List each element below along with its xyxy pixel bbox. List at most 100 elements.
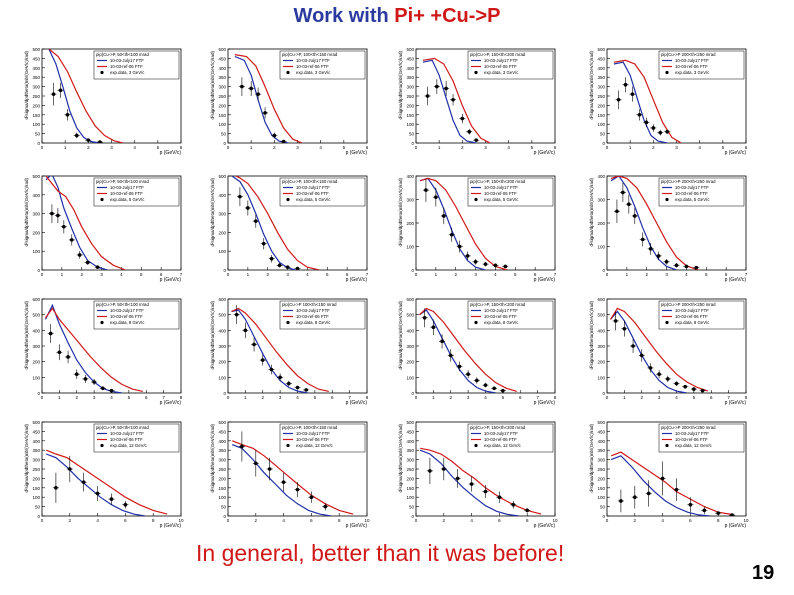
y-tick-label: 150 [218, 486, 226, 491]
data-point [497, 495, 502, 499]
data-point [455, 476, 460, 481]
x-tick-label: 10 [364, 518, 370, 523]
data-point [323, 504, 328, 509]
data-point [619, 499, 623, 503]
chart-panel-8: 0 100 200 300 400 0 1 2 3 4 5 6 7p (GeV/c) d²sigma/dp… [589, 174, 748, 283]
x-tick-label: 6 [725, 272, 728, 277]
y-tick-label: 50 [35, 505, 41, 510]
data-point [281, 139, 286, 143]
data-point [263, 111, 267, 115]
legend-header: pip(Cu->P, 100<th<150 mrad [282, 52, 338, 57]
data-point [234, 312, 239, 317]
data-point [295, 487, 300, 492]
legend-entry: 10-03-ref-06 FTF [675, 64, 708, 69]
data-point [74, 372, 79, 376]
y-tick-label: 400 [218, 66, 226, 71]
legend-entry: 10-03-ref-06 FTF [296, 64, 329, 69]
y-tick-label: 250 [218, 467, 226, 472]
y-tick-label: 0 [37, 391, 40, 396]
legend-entry: exp.data, 12 GeV/c [110, 443, 148, 448]
x-tick-label: 2 [273, 145, 276, 150]
y-tick-label: 400 [597, 328, 605, 333]
x-tick-label: 6 [710, 395, 713, 400]
x-tick-label: 6 [745, 145, 748, 150]
x-axis-label: p (GeV/c) [160, 523, 182, 529]
y-tick-label: 200 [406, 221, 414, 226]
data-point [81, 480, 86, 484]
x-tick-label: 3 [296, 145, 299, 150]
y-tick-label: 300 [218, 212, 226, 217]
y-tick-label: 350 [32, 75, 40, 80]
x-tick-label: 8 [338, 518, 341, 523]
x-tick-label: 2 [634, 518, 637, 523]
data-point [648, 247, 653, 251]
data-point [238, 194, 242, 199]
data-point [664, 259, 669, 264]
data-point [269, 256, 274, 261]
x-tick-label: 5 [514, 272, 517, 277]
series-july17-line [231, 309, 309, 393]
series-july17-line [419, 309, 497, 393]
y-tick-label: 300 [406, 198, 414, 203]
legend-box [93, 300, 180, 330]
plot-area [231, 176, 320, 270]
data-point [252, 342, 256, 347]
x-tick-label: 1 [435, 272, 438, 277]
legend-box [658, 300, 745, 330]
series-ref06-line [420, 447, 542, 515]
y-axis-label: d²sigma/dpdtheta(mb/(GeV/c)/rad) [210, 178, 215, 247]
legend-header: pip(Cu->P, 50<th<100 mrad [96, 52, 149, 57]
data-point [644, 120, 649, 125]
data-point [69, 238, 74, 242]
chart-panel-5: 0 100 200 300 400 500 0 1 2 3 4 5 6 7p (GeV/c) d²sigma… [24, 174, 183, 283]
y-tick-label: 200 [218, 476, 226, 481]
legend-entry: 10-03-July17 FTF [484, 58, 518, 63]
plot-area [610, 451, 736, 516]
y-axis-label: d²sigma/dpdtheta(mb/(GeV/c)/rad) [398, 301, 403, 370]
data-point [467, 129, 472, 134]
y-tick-label: 300 [32, 458, 40, 463]
plot-area [419, 307, 517, 393]
x-tick-label: 2 [87, 145, 90, 150]
series-ref06-line [419, 177, 508, 270]
title-reaction: Pi+ +Cu->P [394, 5, 501, 27]
data-point [281, 480, 286, 484]
plot-area [422, 57, 491, 143]
data-point [86, 138, 91, 142]
y-tick-label: 300 [32, 85, 40, 90]
x-axis-label: p (GeV/c) [160, 150, 182, 156]
legend-entry: 10-03-July17 FTF [484, 431, 518, 436]
data-point [269, 367, 274, 372]
legend-swatch-data [665, 443, 669, 448]
y-tick-label: 100 [32, 122, 40, 127]
x-tick-label: 0 [606, 518, 609, 523]
y-tick-label: 500 [218, 420, 226, 425]
legend-entry: 10-03-ref-06 FTF [675, 437, 708, 442]
data-point [648, 366, 653, 370]
y-tick-label: 100 [597, 375, 605, 380]
legend-box [93, 50, 180, 80]
data-point [54, 486, 58, 490]
x-tick-label: 5 [502, 395, 505, 400]
y-tick-label: 0 [223, 268, 226, 273]
y-tick-label: 100 [597, 122, 605, 127]
x-tick-label: 0 [415, 518, 418, 523]
data-point [666, 377, 670, 381]
chart-panel-14: 0 50 100 150 200 250 300 350 400 450 500 0 2 4 6 8 10p (… [210, 420, 370, 529]
chart-panel-10: 0 100 200 300 400 500 600 0 1 2 3 4 5 6 7 8p (GeV/c) d²s… [210, 297, 369, 406]
y-tick-label: 150 [218, 113, 226, 118]
x-tick-label: 0 [415, 272, 418, 277]
data-point [716, 511, 720, 515]
x-tick-label: 7 [366, 272, 369, 277]
y-tick-label: 150 [597, 113, 605, 118]
x-tick-label: 4 [319, 145, 322, 150]
x-tick-label: 7 [554, 272, 557, 277]
x-tick-label: 3 [658, 395, 661, 400]
x-tick-label: 2 [80, 272, 83, 277]
legend-entry: exp.data, 12 GeV/c [296, 443, 334, 448]
y-tick-label: 100 [597, 495, 605, 500]
y-tick-label: 0 [37, 141, 40, 146]
chart-panel-4: 0 50 100 150 200 250 300 350 400 450 500 0 1 2 3 4 5 6p (… [589, 47, 748, 156]
legend-entry: exp.data, 8 GeV/c [484, 320, 519, 325]
